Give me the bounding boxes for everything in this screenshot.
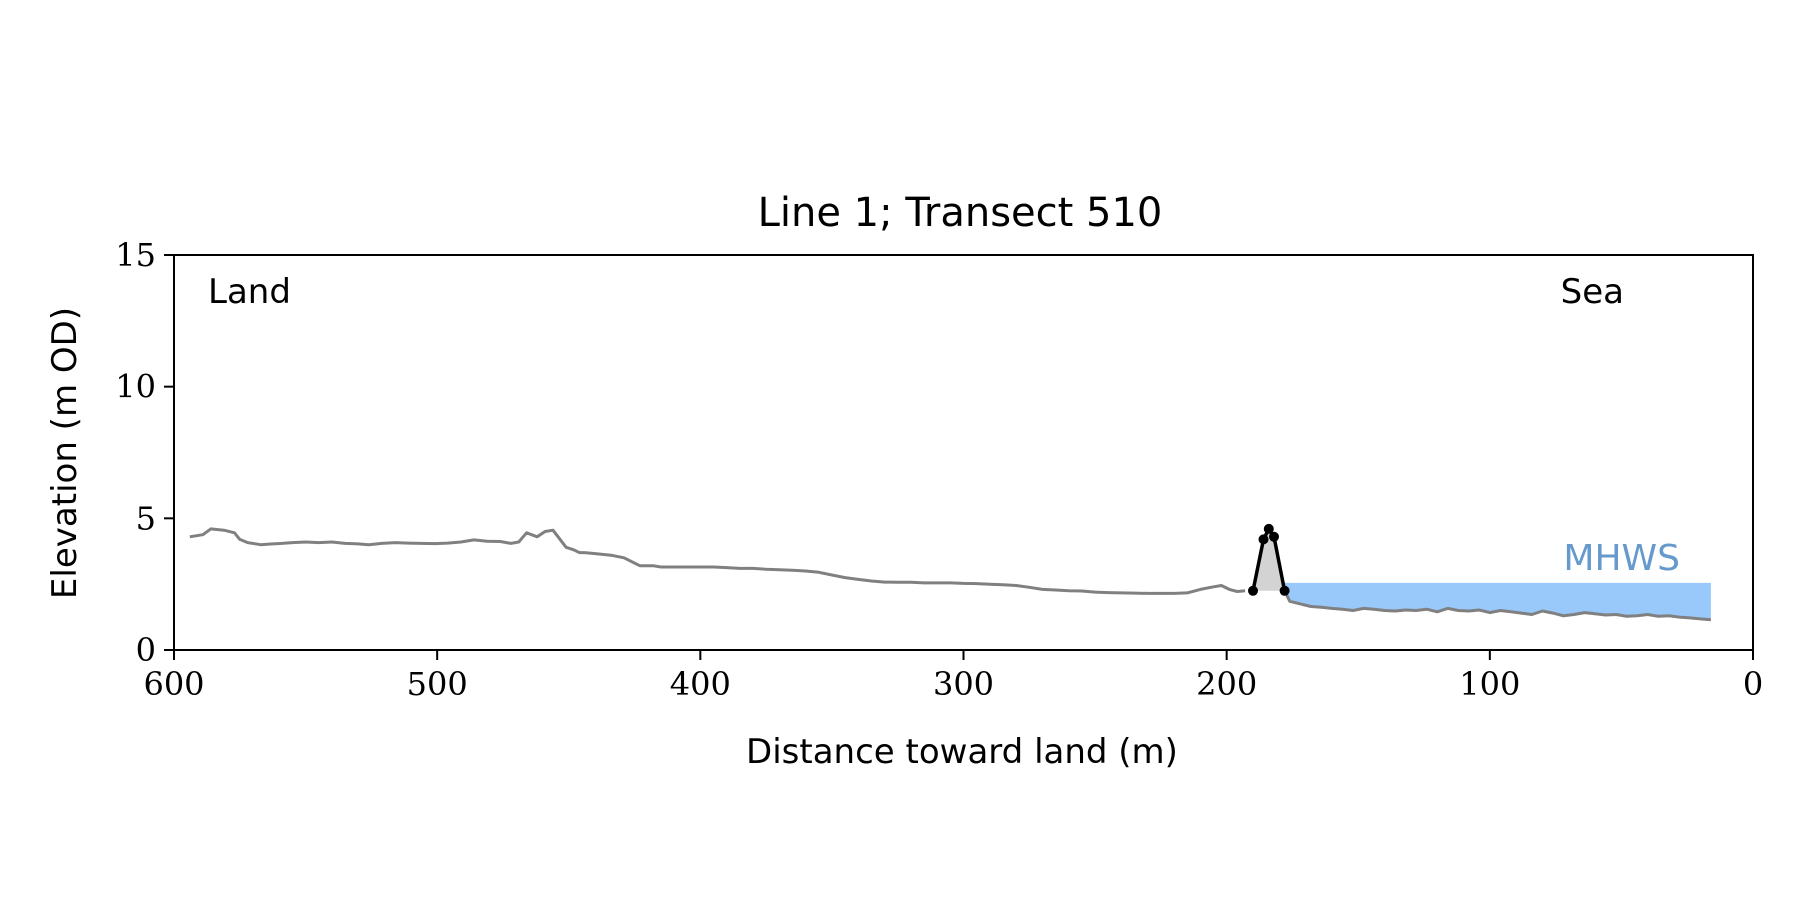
dune-fill [1253,528,1285,591]
y-axis-label: Elevation (m OD) [45,307,85,599]
land-profile-line [189,527,1246,595]
dune-point [1279,585,1290,596]
plot-area [189,523,1712,622]
y-tick-label: 5 [136,499,156,537]
y-tick-label: 10 [115,368,156,406]
x-tick-label: 500 [407,665,468,703]
x-axis-label: Distance toward land (m) [746,732,1178,772]
x-tick-label: 300 [933,665,994,703]
dune-point [1263,523,1274,534]
x-axis: 600 500 400 300 200 100 0 [143,650,1763,703]
chart-title: Line 1; Transect 510 [758,190,1163,236]
x-tick-label: 400 [670,665,731,703]
y-axis: 0 5 10 15 [115,236,174,669]
x-tick-label: 0 [1743,665,1763,703]
y-tick-label: 15 [115,236,156,274]
dune-point [1269,531,1279,542]
dune-point [1258,534,1269,545]
land-label: Land [208,272,291,312]
y-tick-label: 0 [136,631,156,669]
dune-point [1248,585,1258,596]
sea-label: Sea [1561,272,1624,312]
x-tick-label: 600 [143,665,204,703]
x-tick-label: 200 [1196,665,1257,703]
foreshore-profile-line [1283,590,1712,622]
mhws-label: MHWS [1563,538,1680,579]
x-tick-label: 100 [1459,665,1520,703]
